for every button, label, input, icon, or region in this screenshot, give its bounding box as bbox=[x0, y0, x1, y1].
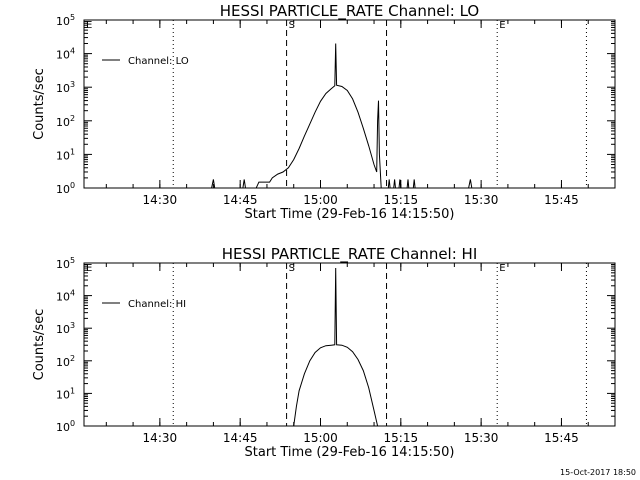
x-tick-label: 15:00 bbox=[303, 193, 338, 207]
x-tick-label: 15:45 bbox=[544, 431, 579, 445]
x-tick-label: 15:30 bbox=[464, 193, 499, 207]
x-tick-label: 15:15 bbox=[384, 431, 419, 445]
y-axis-label: Counts/sec bbox=[32, 309, 47, 381]
y-axis-label: Counts/sec bbox=[32, 68, 47, 140]
x-tick-label: 14:45 bbox=[223, 431, 258, 445]
y-tick-label: 103 bbox=[56, 80, 75, 95]
plot-frame bbox=[83, 19, 616, 189]
marker-label: E bbox=[86, 263, 92, 274]
y-tick-label: 104 bbox=[56, 47, 75, 62]
y-tick-label: 104 bbox=[56, 289, 75, 304]
marker-label: E bbox=[86, 20, 92, 31]
series-line bbox=[84, 43, 615, 189]
y-tick-label: 102 bbox=[56, 354, 75, 369]
chart-title: HESSI PARTICLE_RATE Channel: HI bbox=[222, 245, 478, 264]
marker-label: E bbox=[499, 20, 505, 31]
footer-timestamp: 15-Oct-2017 18:50 bbox=[560, 468, 636, 477]
chart-panel-2: HESSI PARTICLE_RATE Channel: HI 14:30 14:4… bbox=[32, 245, 616, 460]
series-line bbox=[293, 267, 379, 427]
y-tick-label: 100 bbox=[56, 181, 75, 196]
marker-label: S bbox=[289, 20, 295, 31]
y-tick-label: 102 bbox=[56, 114, 75, 129]
y-tick-label: 100 bbox=[56, 419, 75, 434]
x-tick-label: 15:30 bbox=[464, 431, 499, 445]
marker-label: E bbox=[499, 263, 505, 274]
x-tick-label: 15:00 bbox=[303, 431, 338, 445]
y-tick-label: 103 bbox=[56, 321, 75, 336]
x-axis-label: Start Time (29-Feb-16 14:15:50) bbox=[245, 207, 455, 222]
x-axis-label: Start Time (29-Feb-16 14:15:50) bbox=[245, 445, 455, 460]
chart-title: HESSI PARTICLE_RATE Channel: LO bbox=[220, 2, 479, 21]
x-tick-label: 15:45 bbox=[544, 193, 579, 207]
x-tick-label: 15:15 bbox=[384, 193, 419, 207]
legend-label: Channel: LO bbox=[128, 56, 189, 67]
legend-label: Channel: HI bbox=[128, 299, 186, 310]
x-tick-label: 14:30 bbox=[143, 193, 178, 207]
marker-label: S bbox=[289, 263, 295, 274]
chart-panel-1: HESSI PARTICLE_RATE Channel: LO 14:30 14:4… bbox=[32, 2, 616, 222]
y-tick-label: 105 bbox=[56, 13, 75, 28]
y-tick-label: 101 bbox=[56, 147, 75, 162]
y-tick-label: 105 bbox=[56, 256, 75, 271]
x-tick-label: 14:45 bbox=[223, 193, 258, 207]
y-tick-label: 101 bbox=[56, 386, 75, 401]
x-tick-label: 14:30 bbox=[143, 431, 178, 445]
plot-frame bbox=[83, 262, 616, 427]
